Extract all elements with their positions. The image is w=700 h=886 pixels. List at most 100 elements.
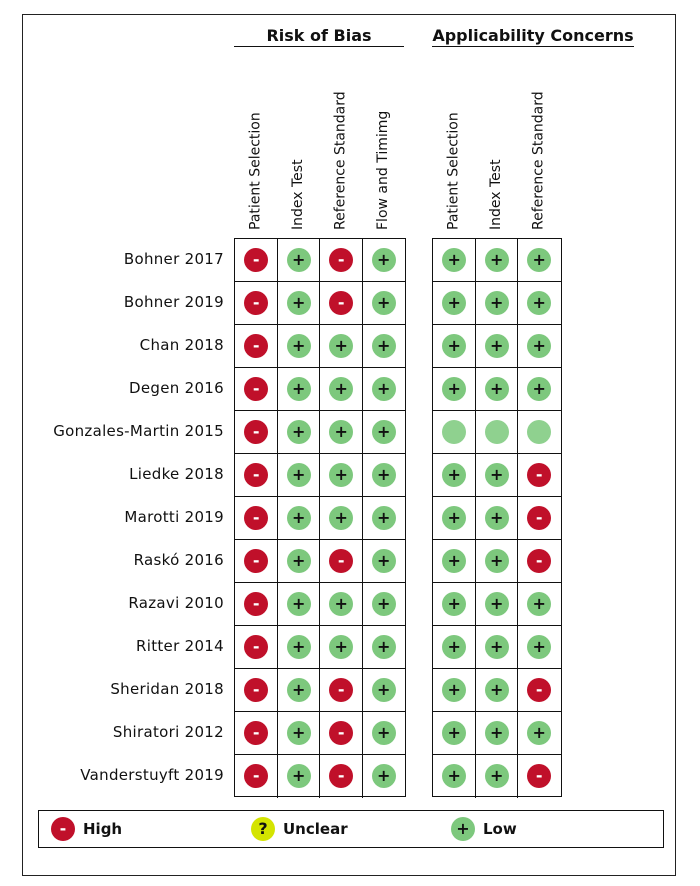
low-risk-icon: +	[442, 720, 467, 745]
assessment-cell: +	[362, 411, 405, 454]
low-risk-icon: +	[442, 376, 467, 401]
high-risk-icon: -	[527, 462, 552, 487]
assessment-cell: +	[475, 669, 518, 712]
assessment-cell: -	[235, 626, 278, 669]
low-risk-icon: +	[371, 290, 396, 315]
low-risk-icon: +	[371, 462, 396, 487]
low-risk-icon: +	[371, 591, 396, 616]
high-risk-icon: -	[329, 290, 354, 315]
legend: - High ? Unclear + Low	[38, 810, 664, 848]
assessment-cell: +	[362, 325, 405, 368]
low-risk-icon: +	[527, 634, 552, 659]
assessment-cell: +	[475, 497, 518, 540]
assessment-cell: +	[475, 368, 518, 411]
assessment-cell: +	[362, 669, 405, 712]
assessment-cell: -	[320, 540, 363, 583]
assessment-cell: -	[235, 755, 278, 798]
study-label: Vanderstuyft 2019	[80, 766, 224, 784]
legend-label-high: High	[83, 820, 123, 838]
assessment-cell: +	[518, 712, 561, 755]
risk-of-bias-grid: - + - + - + - + - + + + - + + + - + + + - + + + - + + + - + - + - + + + - + + +…	[234, 238, 406, 798]
high-risk-icon: -	[244, 677, 269, 702]
assessment-cell: -	[235, 454, 278, 497]
assessment-cell: -	[235, 583, 278, 626]
assessment-cell: +	[277, 669, 320, 712]
assessment-cell: +	[362, 239, 405, 282]
assessment-cell: +	[362, 454, 405, 497]
study-label: Razavi 2010	[128, 594, 224, 612]
study-label: Liedke 2018	[129, 465, 224, 483]
legend-item-high: - High	[51, 817, 122, 841]
legend-item-unclear: ? Unclear	[251, 817, 348, 841]
assessment-cell: -	[518, 755, 561, 798]
assessment-cell: +	[362, 712, 405, 755]
low-risk-icon: +	[442, 677, 467, 702]
assessment-cell: -	[320, 669, 363, 712]
assessment-cell: +	[433, 583, 476, 626]
high-risk-icon: -	[244, 290, 269, 315]
low-risk-icon: +	[442, 333, 467, 358]
low-risk-icon: +	[527, 591, 552, 616]
low-risk-icon: +	[329, 419, 354, 444]
low-risk-icon: +	[286, 419, 311, 444]
blank-risk-icon	[484, 419, 509, 444]
assessment-cell: +	[277, 239, 320, 282]
assessment-cell: +	[433, 325, 476, 368]
assessment-cell: +	[433, 282, 476, 325]
high-risk-icon: -	[244, 634, 269, 659]
assessment-cell: +	[277, 583, 320, 626]
assessment-cell: -	[235, 282, 278, 325]
assessment-cell: +	[433, 626, 476, 669]
low-risk-icon: +	[442, 591, 467, 616]
figure-frame	[22, 14, 676, 876]
high-risk-icon: -	[244, 720, 269, 745]
study-label: Chan 2018	[139, 336, 224, 354]
low-risk-icon: +	[484, 290, 509, 315]
assessment-cell: +	[277, 411, 320, 454]
assessment-cell: +	[433, 368, 476, 411]
low-risk-icon: +	[484, 247, 509, 272]
low-risk-icon: +	[371, 720, 396, 745]
low-risk-icon: +	[484, 548, 509, 573]
assessment-cell: +	[475, 282, 518, 325]
low-risk-icon: +	[484, 634, 509, 659]
low-risk-icon: +	[484, 462, 509, 487]
low-risk-icon: +	[484, 763, 509, 788]
high-risk-icon: -	[244, 548, 269, 573]
assessment-cell: +	[475, 239, 518, 282]
high-risk-icon: -	[244, 376, 269, 401]
high-risk-icon: -	[527, 505, 552, 530]
low-risk-icon: +	[371, 677, 396, 702]
low-risk-icon: +	[371, 505, 396, 530]
low-risk-icon: +	[442, 290, 467, 315]
column-label-applicability: Index Test	[487, 159, 504, 230]
low-risk-icon: +	[286, 247, 311, 272]
low-risk-icon: +	[286, 462, 311, 487]
high-risk-icon: -	[51, 817, 75, 841]
assessment-cell: -	[235, 712, 278, 755]
low-risk-icon: +	[527, 290, 552, 315]
assessment-cell: +	[518, 239, 561, 282]
high-risk-icon: -	[329, 720, 354, 745]
low-risk-icon: +	[286, 376, 311, 401]
group-underline-risk-of-bias	[234, 46, 404, 47]
assessment-cell: +	[277, 454, 320, 497]
column-label-applicability: Reference Standard	[530, 91, 547, 230]
low-risk-icon: +	[329, 505, 354, 530]
assessment-cell: +	[433, 454, 476, 497]
assessment-cell: +	[320, 626, 363, 669]
low-risk-icon: +	[371, 247, 396, 272]
assessment-cell: +	[476, 755, 518, 798]
assessment-cell: +	[278, 755, 320, 798]
assessment-cell	[475, 411, 518, 454]
low-risk-icon: +	[527, 333, 552, 358]
legend-item-low: + Low	[451, 817, 517, 841]
assessment-cell: -	[320, 282, 363, 325]
assessment-cell: +	[277, 626, 320, 669]
low-risk-icon: +	[371, 548, 396, 573]
column-label-risk: Index Test	[289, 159, 306, 230]
low-risk-icon: +	[371, 376, 396, 401]
high-risk-icon: -	[329, 247, 354, 272]
low-risk-icon: +	[371, 634, 396, 659]
assessment-cell: +	[320, 411, 363, 454]
